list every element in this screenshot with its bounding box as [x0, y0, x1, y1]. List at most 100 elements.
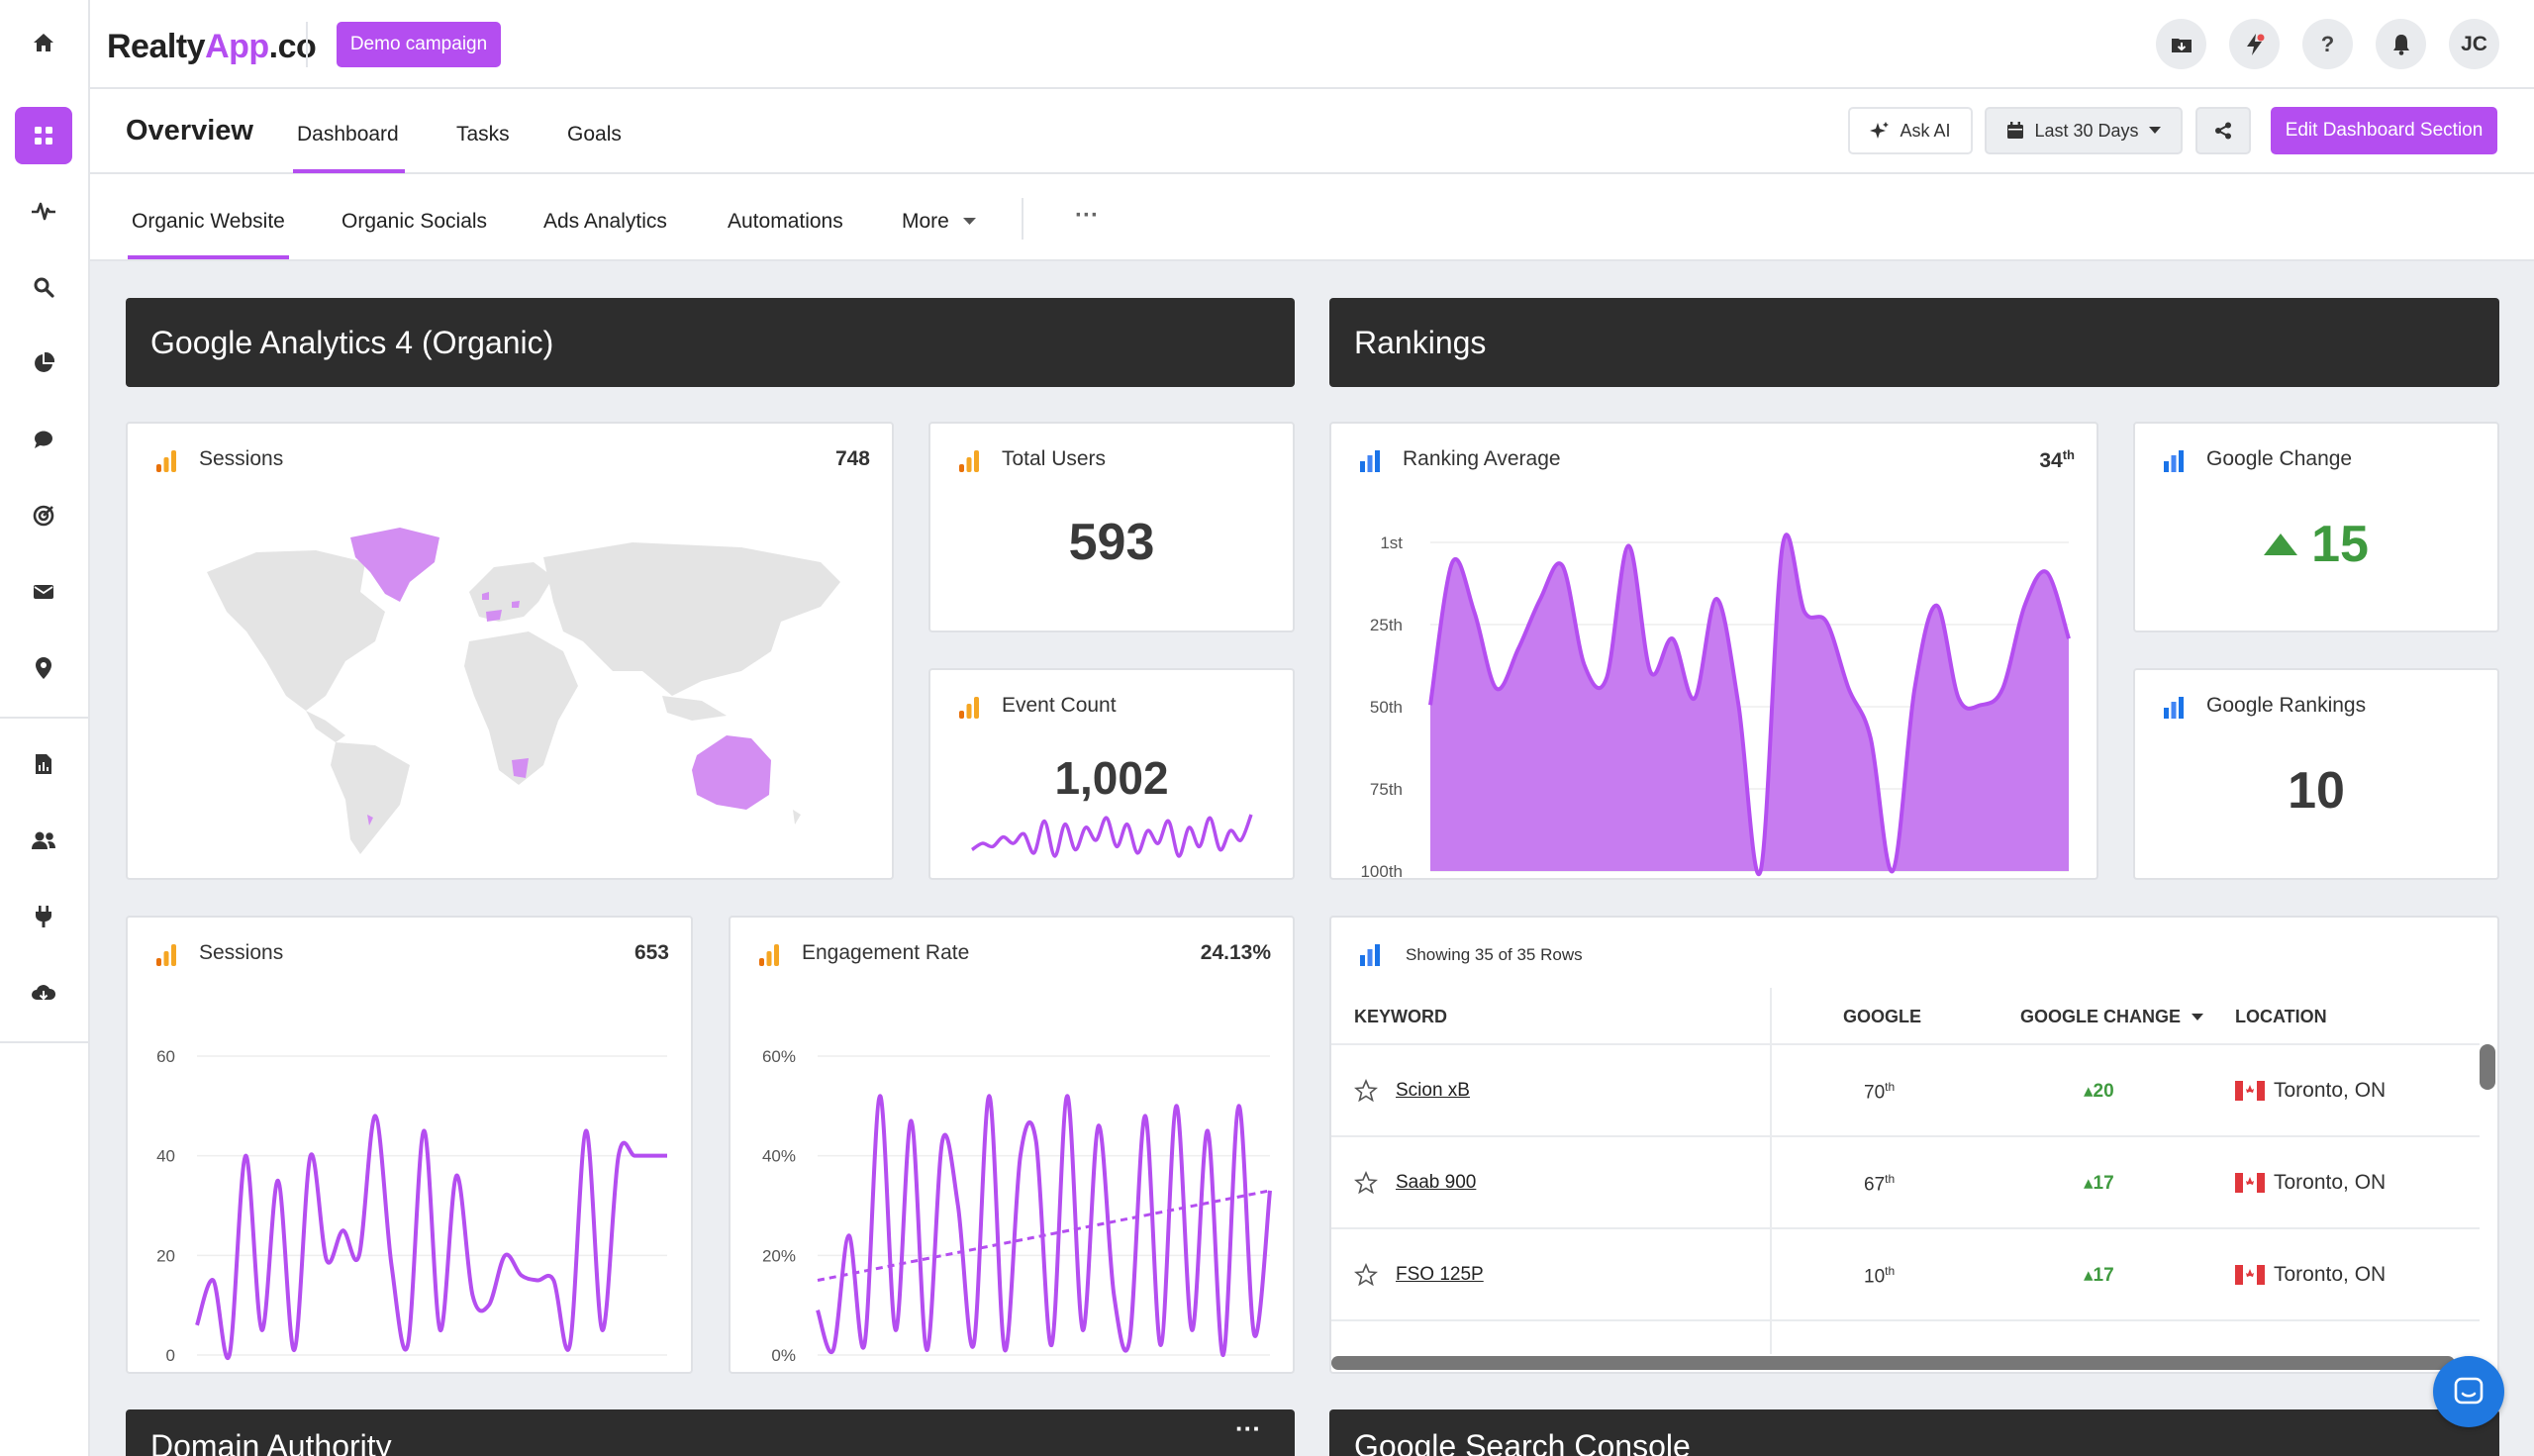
card-title: Engagement Rate [802, 941, 970, 964]
top-bar: RealtyApp.co Demo campaign ? JC [90, 0, 2534, 89]
app-logo[interactable]: RealtyApp.co [107, 28, 317, 65]
tab-dashboard[interactable]: Dashboard [297, 123, 399, 146]
notifications-button[interactable] [2376, 19, 2426, 69]
sort-desc-icon [2192, 1014, 2204, 1021]
sidebar-item-users[interactable] [15, 812, 72, 869]
keyword-link[interactable]: Saab 900 [1396, 1172, 1477, 1193]
location-text: Toronto, ON [2274, 1171, 2387, 1194]
x-tick-label: 23 Dec [791, 1372, 844, 1373]
subtab-automations[interactable]: Automations [728, 210, 843, 233]
chat-icon [35, 431, 52, 448]
column-header-keyword[interactable]: KEYWORD [1354, 1007, 1447, 1026]
ga-icon [759, 944, 779, 966]
favorite-star[interactable] [1354, 1263, 1378, 1287]
card-title: Total Users [1002, 447, 1107, 470]
y-tick-label: 20 [156, 1246, 175, 1265]
sidebar-item-cloud[interactable] [15, 964, 72, 1021]
y-tick-label: 60% [762, 1047, 796, 1066]
x-tick-label: 23 Dec [170, 1372, 224, 1373]
sidebar-item-integrations[interactable] [15, 888, 72, 945]
demo-campaign-button[interactable]: Demo campaign [337, 22, 501, 67]
gsc-icon [1360, 450, 1380, 472]
section-header-domain-authority: Domain Authority ··· [126, 1409, 1295, 1456]
table-horizontal-scrollbar[interactable] [1331, 1356, 2455, 1370]
event-count-sparkline [971, 814, 1253, 858]
column-header-google[interactable]: GOOGLE [1843, 1007, 1922, 1026]
subtab-ads-analytics[interactable]: Ads Analytics [543, 210, 667, 233]
card-google-rankings: Google Rankings 10 [2133, 668, 2499, 880]
tab-goals[interactable]: Goals [567, 123, 622, 146]
pin-icon [36, 657, 51, 679]
section-header-rankings: Rankings [1329, 298, 2499, 387]
card-keyword-table: Showing 35 of 35 Rows [1329, 916, 2499, 1374]
sidebar-item-dashboard[interactable] [15, 107, 72, 164]
sidebar-item-search[interactable] [15, 258, 72, 316]
subtab-more[interactable]: More [902, 210, 976, 234]
trend-line [817, 1189, 1271, 1282]
sidebar-item-location[interactable] [15, 639, 72, 697]
section-menu-icon[interactable]: ··· [1235, 1413, 1261, 1443]
date-range-label: Last 30 Days [2034, 120, 2139, 141]
edit-dashboard-button[interactable]: Edit Dashboard Section [2271, 107, 2497, 154]
date-range-select[interactable]: Last 30 Days [1985, 107, 2183, 154]
subtabs-overflow-menu[interactable]: ··· [1075, 202, 1099, 229]
card-total-users: Total Users 593 [928, 422, 1295, 632]
whats-new-button[interactable] [2229, 19, 2280, 69]
x-tick-label: 13 Jan [512, 1372, 562, 1373]
cloud-icon [32, 985, 56, 1001]
favorite-star[interactable] [1354, 1079, 1378, 1103]
chat-launcher-button[interactable] [2433, 1356, 2504, 1427]
table-vertical-scrollbar[interactable] [2480, 1044, 2495, 1090]
pulse-icon [32, 202, 55, 221]
home-icon [34, 34, 53, 51]
card-sessions-map: Sessions 748 [126, 422, 894, 880]
card-title: Sessions [199, 447, 284, 470]
avatar[interactable]: JC [2449, 19, 2499, 69]
card-value: 653 [634, 941, 669, 964]
keyword-link[interactable]: FSO 125P [1396, 1264, 1484, 1285]
series-line [195, 1114, 667, 1361]
sidebar-item-home[interactable] [15, 14, 72, 71]
column-header-google-change[interactable]: GOOGLE CHANGE [2020, 1007, 2204, 1027]
help-button[interactable]: ? [2302, 19, 2353, 69]
favorite-star[interactable] [1354, 1171, 1378, 1195]
y-tick-label: 20% [762, 1246, 796, 1265]
subtab-organic-website[interactable]: Organic Website [132, 210, 285, 233]
area-line [1428, 533, 2071, 877]
tab-tasks[interactable]: Tasks [456, 123, 510, 146]
y-tick-label: 25th [1370, 616, 1403, 634]
card-title: Ranking Average [1403, 447, 1561, 470]
location-text: Toronto, ON [2274, 1263, 2387, 1286]
card-event-count: Event Count 1,002 [928, 668, 1295, 880]
ga-icon [959, 450, 979, 472]
gsc-icon [2164, 697, 2184, 719]
section-header-ga4: Google Analytics 4 (Organic) [126, 298, 1295, 387]
sidebar-item-report-file[interactable] [15, 735, 72, 793]
google-change: ▴20 [2084, 1081, 2114, 1102]
y-tick-label: 50th [1370, 698, 1403, 717]
sidebar-item-reports[interactable] [15, 335, 72, 392]
google-rank: 67th [1864, 1172, 1896, 1196]
share-button[interactable] [2195, 107, 2251, 154]
download-button[interactable] [2156, 19, 2206, 69]
google-rank: 10th [1864, 1264, 1896, 1288]
subtab-organic-socials[interactable]: Organic Socials [341, 210, 488, 233]
gsc-icon [2164, 450, 2184, 472]
ask-ai-label: Ask AI [1900, 120, 1951, 141]
x-tick-label: 30 Dec [900, 1372, 953, 1373]
column-header-location[interactable]: LOCATION [2235, 1007, 2327, 1026]
sidebar-item-goals[interactable] [15, 487, 72, 544]
area-fill [1430, 534, 2069, 875]
ask-ai-button[interactable]: Ask AI [1848, 107, 1973, 154]
star-icon [1354, 1079, 1378, 1103]
gsc-icon [1360, 944, 1380, 966]
sidebar-item-activity[interactable] [15, 182, 72, 240]
sidebar-item-email[interactable] [15, 563, 72, 621]
card-engagement-rate: Engagement Rate 24.13% 0% 20% 40% 60% 23 Dec… [729, 916, 1295, 1374]
sparkle-icon [1870, 122, 1890, 139]
star-icon [1354, 1171, 1378, 1195]
keyword-link[interactable]: Scion xB [1396, 1080, 1470, 1101]
share-icon [2215, 122, 2231, 140]
sidebar-item-chat[interactable] [15, 411, 72, 468]
world-map [207, 528, 840, 854]
